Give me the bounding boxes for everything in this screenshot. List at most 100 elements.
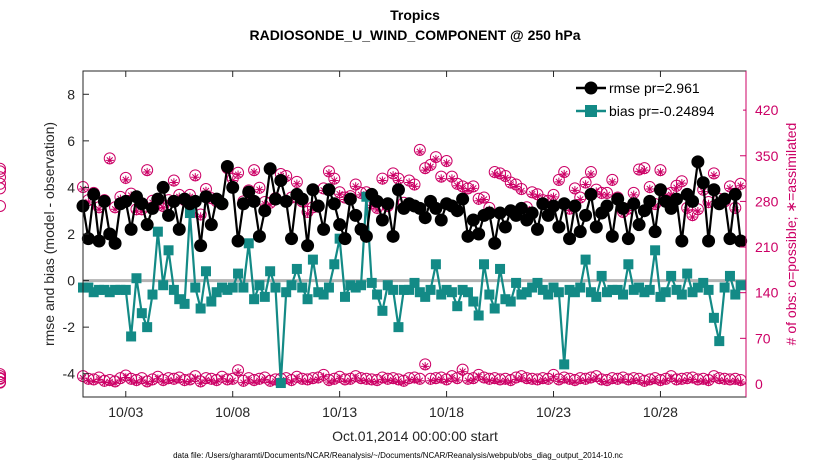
obs-assimilated-marker [469, 184, 478, 193]
rmse-point [530, 222, 544, 236]
rmse-point [301, 239, 315, 253]
rmse-series [76, 155, 748, 253]
rmse-point [429, 201, 443, 215]
rmse-point [172, 222, 186, 236]
rmse-point [461, 229, 475, 243]
rmse-point [140, 218, 154, 232]
rmse-point [338, 232, 352, 246]
obs-assimilated-marker [597, 377, 606, 386]
obs-assimilated-marker [672, 377, 681, 386]
obs-assimilated-marker [693, 377, 703, 386]
plot-area [83, 71, 746, 397]
bias-point [163, 245, 174, 256]
rmse-point [194, 239, 208, 253]
bias-point [195, 303, 206, 314]
obs-assimilated-marker [185, 377, 195, 386]
obs-assimilated-marker [442, 377, 451, 386]
bias-point [83, 282, 94, 293]
obs-assimilated-marker [159, 203, 168, 213]
rmse-point [306, 183, 320, 197]
x-tick-label: 10/18 [429, 404, 464, 420]
obs-assimilated-marker [330, 376, 339, 385]
rmse-point [359, 229, 373, 243]
obs-assimilated-marker [533, 191, 542, 201]
bias-point [446, 287, 457, 298]
obs-assimilated-marker [688, 212, 697, 222]
obs-assimilated-marker [549, 372, 558, 381]
x-tick-label: 10/08 [215, 404, 250, 420]
bias-point [708, 312, 719, 323]
rmse-point [285, 232, 299, 246]
obs-assimilated-marker [335, 374, 344, 383]
bias-point [644, 284, 655, 295]
bias-point [489, 303, 500, 314]
bias-point [99, 284, 110, 295]
obs-assimilated-marker [191, 173, 200, 182]
y-tick-label: 0 [67, 273, 75, 289]
y-tick-label: 6 [67, 133, 75, 149]
obs-assimilated-marker [469, 375, 478, 385]
obs-assimilated-marker [576, 195, 585, 204]
obs-assimilated-marker [351, 182, 360, 191]
rmse-point [252, 229, 266, 243]
obs-assimilated-marker [560, 169, 569, 179]
rmse-point [215, 197, 229, 211]
obs-assimilated-marker [650, 201, 660, 211]
obs-assimilated-marker [490, 169, 499, 179]
legend-bias-label: bias pr=-0.24894 [609, 103, 715, 119]
y-axis-right: 0 70 140 210 280 350 420 [740, 102, 779, 392]
obs-assimilated-marker [549, 192, 558, 202]
obs-assimilated-marker [554, 177, 564, 187]
obs-assimilated-marker [388, 171, 398, 180]
rmse-point [124, 222, 138, 236]
obs-assimilated-marker [169, 178, 179, 187]
obs-assimilated-marker [137, 206, 147, 216]
rmse-point [568, 199, 582, 213]
bias-point [596, 270, 607, 281]
bias-point [291, 263, 302, 274]
rmse-point [311, 199, 325, 213]
obs-assimilated-marker [394, 377, 403, 386]
obs-assimilated-marker [84, 376, 93, 385]
obs-assimilated-marker [666, 190, 676, 200]
rmse-point [536, 197, 550, 211]
bias-point [297, 282, 308, 293]
obs-assimilated-marker [576, 375, 585, 385]
rmse-point [573, 225, 587, 239]
obs-assimilated-marker [538, 375, 548, 385]
rmse-point [589, 220, 603, 234]
bias-point [366, 277, 377, 288]
y-right-tick-label: 0 [755, 376, 763, 392]
obs-assimilated-marker [319, 372, 328, 381]
obs-assimilated-marker [159, 377, 168, 387]
obs-assimilated-marker [415, 376, 425, 385]
bias-point [724, 270, 735, 281]
bias-point [350, 282, 361, 293]
obs-assimilated-marker [672, 183, 681, 192]
obs-assimilated-marker [560, 375, 569, 384]
rmse-point [653, 183, 667, 197]
obs-assimilated-marker [121, 373, 130, 382]
bias-point [120, 284, 131, 295]
obs-assimilated-marker [570, 377, 580, 387]
obs-assimilated-marker [415, 147, 425, 157]
obs-assimilated-marker [581, 376, 590, 385]
rmse-point [199, 190, 213, 204]
bias-point [591, 291, 602, 302]
obs-assimilated-marker [255, 185, 264, 194]
rmse-point [669, 192, 683, 206]
obs-assimilated-marker [586, 169, 596, 179]
obs-assimilated-marker [239, 378, 248, 387]
obs-assimilated-marker [314, 375, 323, 384]
obs-assimilated-marker [367, 377, 376, 386]
rmse-point [621, 232, 635, 246]
obs-assimilated-marker [298, 376, 307, 385]
rmse-point [734, 234, 748, 248]
x-axis: 10/03 10/08 10/13 10/18 10/23 10/28 [108, 71, 678, 420]
rmse-point [450, 204, 464, 218]
obs-assimilated-marker [543, 376, 553, 385]
obs-assimilated-marker [404, 375, 414, 385]
obs-assimilated-marker [426, 162, 435, 172]
rmse-point [317, 222, 331, 236]
obs-assimilated-marker [533, 377, 542, 386]
